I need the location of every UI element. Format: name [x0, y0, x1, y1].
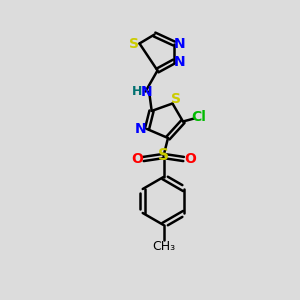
Text: S: S: [129, 37, 139, 50]
Text: N: N: [135, 122, 147, 136]
Text: S: S: [170, 92, 181, 106]
Text: O: O: [131, 152, 143, 166]
Text: N: N: [174, 55, 185, 68]
Text: N: N: [174, 37, 185, 50]
Text: O: O: [184, 152, 196, 166]
Text: CH₃: CH₃: [152, 240, 175, 253]
Text: H: H: [132, 85, 142, 98]
Text: S: S: [158, 148, 169, 164]
Text: Cl: Cl: [191, 110, 206, 124]
Text: N: N: [141, 85, 153, 98]
